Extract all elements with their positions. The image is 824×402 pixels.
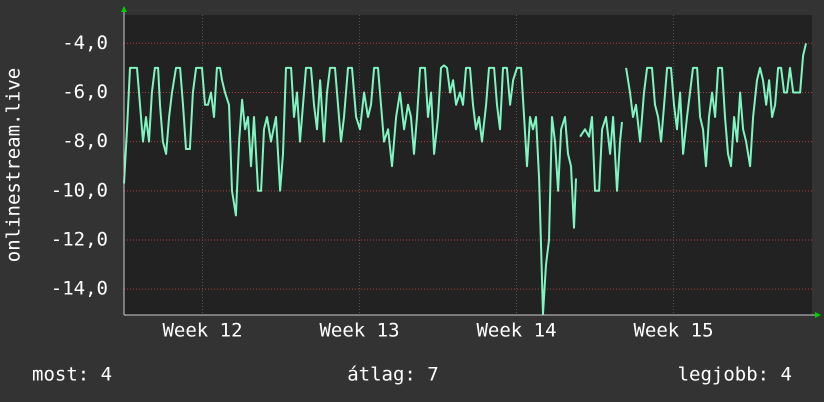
y-tick-label: -6,0	[62, 81, 108, 103]
y-axis-arrow	[121, 6, 127, 12]
plot-area	[124, 15, 812, 315]
y-tick-label: -10,0	[51, 179, 108, 201]
x-tick-label: Week 15	[633, 320, 713, 342]
y-axis-label: onlinestream.live	[3, 68, 25, 262]
y-tick-label: -4,0	[62, 32, 108, 54]
data-line	[123, 43, 807, 315]
x-tick-label: Week 14	[476, 320, 556, 342]
y-tick-label: -12,0	[51, 229, 108, 251]
y-tick-label: -14,0	[51, 278, 108, 300]
x-tick-label: Week 12	[162, 320, 242, 342]
footer-best: legjobb: 4	[678, 364, 792, 386]
footer-current: most: 4	[32, 364, 112, 386]
y-tick-label: -8,0	[62, 130, 108, 152]
x-tick-label: Week 13	[319, 320, 399, 342]
x-axis-arrow	[815, 312, 821, 318]
footer-average: átlag: 7	[347, 364, 439, 386]
